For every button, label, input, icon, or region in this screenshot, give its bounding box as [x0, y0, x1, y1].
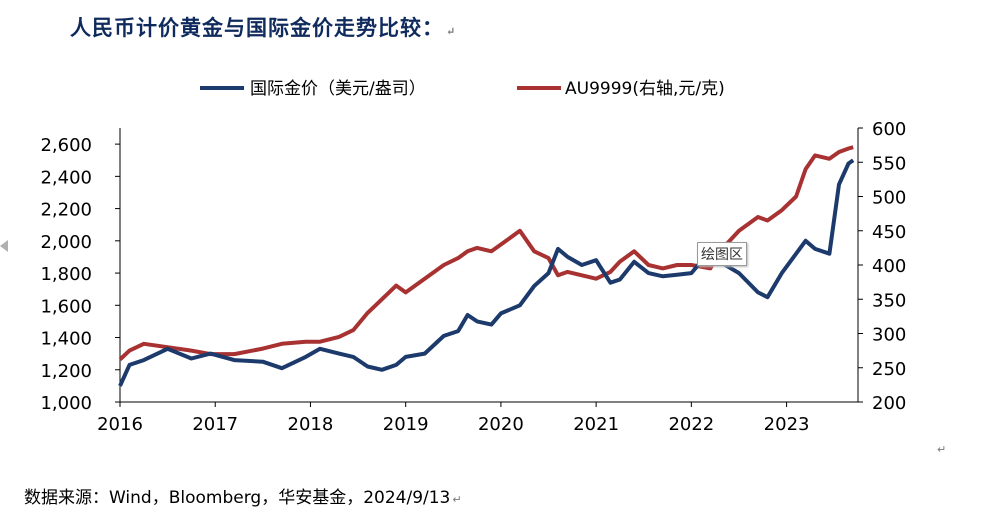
y-left-tick-label: 1,000 [40, 393, 92, 414]
x-tick-label: 2016 [97, 414, 143, 435]
x-tick-label: 2017 [192, 414, 238, 435]
y-left-tick-label: 2,000 [40, 232, 92, 253]
series-line-international [118, 158, 855, 387]
plot-area [118, 145, 855, 387]
chart-svg: 国际金价（美元/盎司） AU9999(右轴,元/克) 1,000 1,200 1,4… [40, 79, 906, 435]
y-left-tick-label: 2,400 [40, 167, 92, 188]
y-right-tick-label: 200 [872, 393, 906, 414]
y-right-tick-label: 500 [872, 188, 906, 209]
y-right-tick-label: 550 [872, 153, 906, 174]
y-left-tick-label: 1,600 [40, 296, 92, 317]
y-left-tick-label: 2,600 [40, 135, 92, 156]
y-right-tick-label: 400 [872, 256, 906, 277]
x-tick-label: 2020 [478, 414, 524, 435]
axes: 1,000 1,200 1,400 1,600 1,800 2,000 2,200 2,400… [40, 119, 906, 435]
y-right-tick-label: 250 [872, 359, 906, 380]
chart-title: 人民币计价黄金与国际金价走势比较： ↵ [70, 12, 456, 42]
x-tick-label: 2018 [288, 414, 334, 435]
paragraph-mark-icon: ↵ [446, 25, 457, 38]
y-left-tick-label: 1,800 [40, 264, 92, 285]
y-right-tick-label: 450 [872, 222, 906, 243]
legend-label-au9999: AU9999(右轴,元/克) [565, 79, 725, 99]
x-tick-label: 2019 [383, 414, 429, 435]
y-left-tick-label: 2,200 [40, 200, 92, 221]
x-tick-label: 2022 [668, 414, 714, 435]
y-right-tick-label: 350 [872, 290, 906, 311]
source-note-text: 数据来源：Wind，Bloomberg，华安基金，2024/9/13 [24, 488, 451, 508]
legend: 国际金价（美元/盎司） AU9999(右轴,元/克) [200, 79, 725, 99]
paragraph-mark-icon: ↵ [937, 443, 947, 456]
paragraph-mark-icon: ↵ [452, 493, 462, 506]
legend-label-international: 国际金价（美元/盎司） [250, 79, 426, 99]
y-left-tick-label: 1,200 [40, 361, 92, 382]
left-arrow-icon[interactable] [0, 240, 8, 252]
y-right-tick-label: 300 [872, 325, 906, 346]
x-tick-label: 2023 [764, 414, 810, 435]
y-left-tick-label: 1,400 [40, 329, 92, 350]
plot-area-tooltip: 绘图区 [697, 242, 747, 266]
x-tick-label: 2021 [573, 414, 619, 435]
chart-title-text: 人民币计价黄金与国际金价走势比较： [70, 15, 444, 40]
source-note: 数据来源：Wind，Bloomberg，华安基金，2024/9/13 ↵ [24, 483, 462, 508]
y-right-tick-label: 600 [872, 119, 906, 140]
series-line-au9999 [118, 145, 854, 361]
